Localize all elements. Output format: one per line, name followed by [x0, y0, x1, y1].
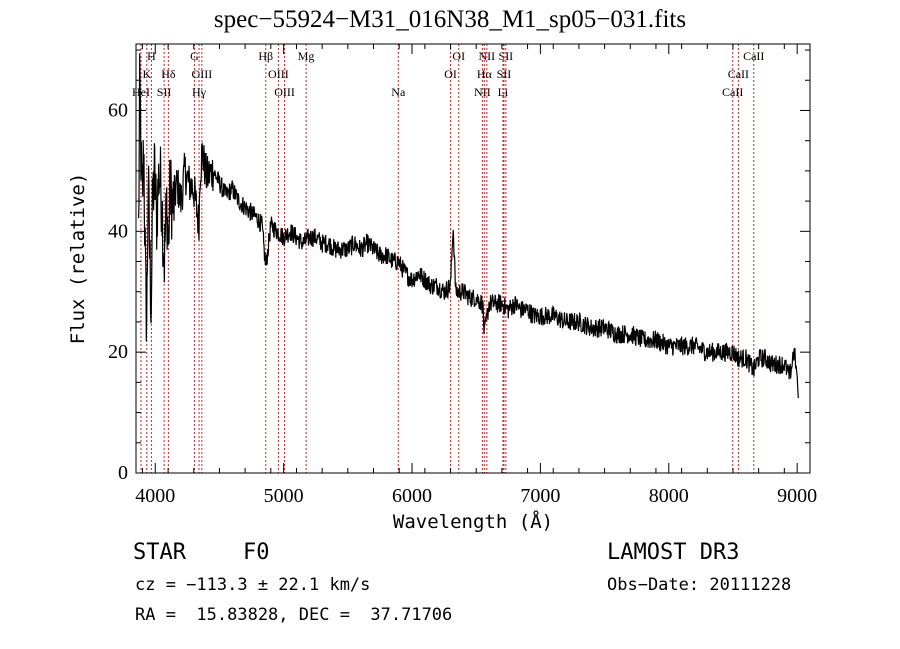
x-tick-label: 8000 [649, 485, 689, 507]
line-marker-label: SII [157, 85, 172, 99]
obs-date: Obs−Date: 20111228 [607, 575, 792, 595]
x-tick-label: 6000 [392, 485, 432, 507]
object-class: STAR [133, 540, 186, 565]
axis-ticks: 4000 5000 6000 7000 8000 9000 0 20 40 60 [108, 44, 817, 507]
line-marker-label: OIII [192, 67, 213, 81]
x-tick-label: 7000 [520, 485, 560, 507]
x-tick-label: 4000 [135, 485, 175, 507]
x-axis-label: Wavelength (Å) [393, 510, 553, 533]
line-marker-label: H [147, 49, 156, 63]
object-subclass: F0 [243, 540, 270, 565]
y-tick-label: 60 [108, 99, 128, 121]
line-marker-label: Hα [477, 67, 493, 81]
line-marker-label: OI [452, 49, 465, 63]
line-marker-label: OIII [274, 85, 295, 99]
line-marker-label: G [190, 49, 199, 63]
line-marker-label: SII [499, 49, 514, 63]
line-marker-label: SII [497, 67, 512, 81]
redshift-cz: cz = −113.3 ± 22.1 km/s [135, 575, 371, 595]
y-tick-label: 40 [108, 220, 128, 242]
line-marker-label: CaII [722, 85, 743, 99]
line-marker-label: CaII [728, 67, 749, 81]
x-tick-label: 9000 [777, 485, 817, 507]
ra-dec: RA = 15.83828, DEC = 37.71706 [135, 605, 453, 625]
spectrum-line [138, 53, 799, 399]
line-marker-label: K [142, 67, 151, 81]
y-tick-label: 0 [118, 462, 128, 484]
line-marker-label: Mg [298, 49, 315, 63]
line-marker-label: NII [474, 85, 491, 99]
line-marker-label: OIII [268, 67, 289, 81]
x-tick-label: 5000 [264, 485, 304, 507]
line-markers: HK HeI SII Hδ G OIII Hγ Hβ OIII OIII Mg Na OI OI NII Hα… [132, 44, 764, 473]
line-marker-label: HeI [132, 85, 150, 99]
line-marker-label: Na [391, 85, 406, 99]
y-tick-label: 20 [108, 341, 128, 363]
line-marker-label: CaII [743, 49, 764, 63]
survey-name: LAMOST DR3 [607, 540, 740, 565]
chart-title: spec−55924−M31_016N38_M1_sp05−031.fits [213, 6, 687, 33]
y-axis-label: Flux (relative) [67, 173, 89, 345]
line-marker-label: Li [498, 85, 509, 99]
line-marker-label: Hδ [161, 67, 176, 81]
line-marker-label: Hβ [258, 49, 273, 63]
line-marker-label: NII [479, 49, 496, 63]
line-marker-label: OI [444, 67, 457, 81]
line-marker-label: Hγ [192, 85, 207, 99]
plot-frame [135, 43, 811, 474]
